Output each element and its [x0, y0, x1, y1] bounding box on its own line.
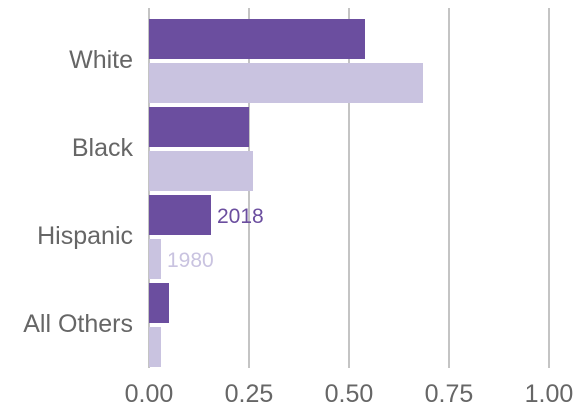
series-label-2018: 2018 — [217, 205, 264, 228]
x-axis-ticks: 0.00 0.25 0.50 0.75 1.00 — [125, 380, 574, 408]
category-labels: White Black Hispanic All Others — [23, 46, 133, 338]
category-label: White — [69, 46, 133, 74]
category-label: All Others — [23, 310, 133, 338]
bar-all-others-2018 — [149, 283, 169, 323]
bar-black-2018 — [149, 107, 249, 147]
x-tick-label: 1.00 — [525, 380, 574, 408]
bars — [149, 19, 423, 367]
bar-white-1980 — [149, 63, 423, 103]
bar-hispanic-1980 — [149, 239, 161, 279]
category-label: Hispanic — [37, 222, 133, 250]
bar-hispanic-2018 — [149, 195, 211, 235]
x-tick-label: 0.75 — [425, 380, 474, 408]
x-tick-label: 0.50 — [325, 380, 374, 408]
category-label: Black — [72, 134, 134, 162]
series-label-1980: 1980 — [167, 249, 214, 272]
x-tick-label: 0.00 — [125, 380, 174, 408]
x-tick-label: 0.25 — [225, 380, 274, 408]
bar-white-2018 — [149, 19, 365, 59]
bar-black-1980 — [149, 151, 253, 191]
bar-all-others-1980 — [149, 327, 161, 367]
